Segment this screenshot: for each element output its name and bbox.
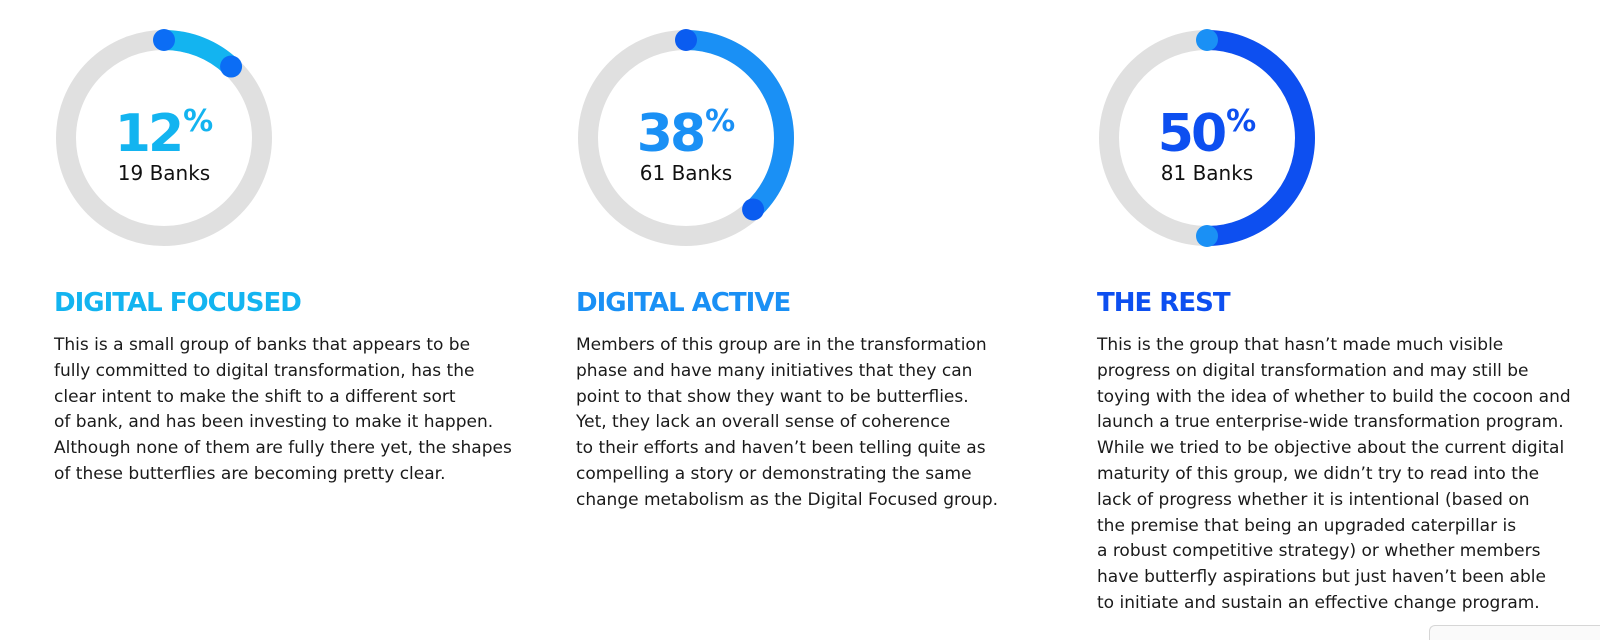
description-line: This is the group that hasn’t made much … (1097, 335, 1504, 355)
bank-count: 19 Banks (117, 161, 211, 185)
donut-end-cap (1196, 225, 1218, 247)
description-line: compelling a story or demonstrating the … (576, 463, 972, 484)
donut-start-cap (1196, 29, 1218, 51)
window-corner-edge (1429, 625, 1600, 640)
description-line: of bank, and has been investing to make … (54, 412, 494, 433)
description-line: change metabolism as the Digital Focused… (576, 489, 999, 510)
description-line: the premise that being an upgraded cater… (1097, 515, 1517, 536)
donut-chart-the-rest: 50% 81 Banks (1097, 28, 1317, 248)
description-line: have butterfly aspirations but just have… (1097, 567, 1546, 588)
percent-value: 50% (1097, 94, 1317, 162)
donut-start-cap (153, 29, 175, 51)
description-line: Yet, they lack an overall sense of coher… (576, 412, 951, 433)
donut-center: 38% 61 Banks (576, 94, 796, 184)
percent-sign: % (1226, 104, 1257, 139)
percent-value: 12% (54, 94, 274, 162)
description-line: While we tried to be objective about the… (1097, 438, 1565, 459)
donut-ring (1099, 29, 1315, 247)
description-line: lack of progress whether it is intention… (1097, 489, 1530, 510)
description-line: Members of this group are in the transfo… (576, 335, 987, 355)
donut-center: 50% 81 Banks (1097, 94, 1317, 184)
percent-number: 12 (114, 104, 184, 164)
percent-sign: % (183, 104, 214, 139)
description-line: to their efforts and haven’t been tellin… (576, 438, 986, 459)
donut-start-cap (675, 29, 697, 51)
segment-heading: DIGITAL FOCUSED (54, 288, 302, 318)
donut-chart-digital-focused: 12% 19 Banks (54, 28, 274, 248)
description-line: This is a small group of banks that appe… (54, 335, 471, 355)
segment-heading: DIGITAL ACTIVE (576, 288, 791, 318)
description-line: phase and have many initiatives that the… (576, 360, 973, 381)
percent-value: 38% (576, 94, 796, 162)
donut-ring (578, 29, 794, 246)
segment-heading: THE REST (1097, 288, 1231, 318)
description-line: progress on digital transformation and m… (1097, 360, 1529, 381)
description-line: a robust competitive strategy) or whethe… (1097, 541, 1541, 562)
description-line: of these butterflies are becoming pretty… (54, 463, 446, 484)
percent-sign: % (705, 104, 736, 139)
segment-description: Members of this group are in the transfo… (576, 333, 998, 514)
description-line: Although none of them are fully there ye… (54, 438, 512, 459)
percent-number: 38 (636, 104, 706, 164)
donut-ring (56, 29, 272, 246)
donut-chart-digital-active: 38% 61 Banks (576, 28, 796, 248)
description-line: maturity of this group, we didn’t try to… (1097, 463, 1540, 484)
segment-description: This is a small group of banks that appe… (54, 333, 512, 488)
description-line: point to that show they want to be butte… (576, 386, 969, 407)
description-line: to initiate and sustain an effective cha… (1097, 592, 1540, 613)
percent-number: 50 (1157, 104, 1227, 164)
donut-end-cap (220, 55, 243, 78)
bank-count: 61 Banks (639, 161, 733, 185)
donut-end-cap (742, 198, 765, 221)
description-line: fully committed to digital transformatio… (54, 360, 475, 381)
segment-description: This is the group that hasn’t made much … (1097, 333, 1571, 617)
description-line: launch a true enterprise-wide transforma… (1097, 412, 1564, 433)
bank-count: 81 Banks (1160, 161, 1254, 185)
description-line: toying with the idea of whether to build… (1097, 386, 1571, 407)
description-line: clear intent to make the shift to a diff… (54, 386, 456, 407)
donut-center: 12% 19 Banks (54, 94, 274, 184)
